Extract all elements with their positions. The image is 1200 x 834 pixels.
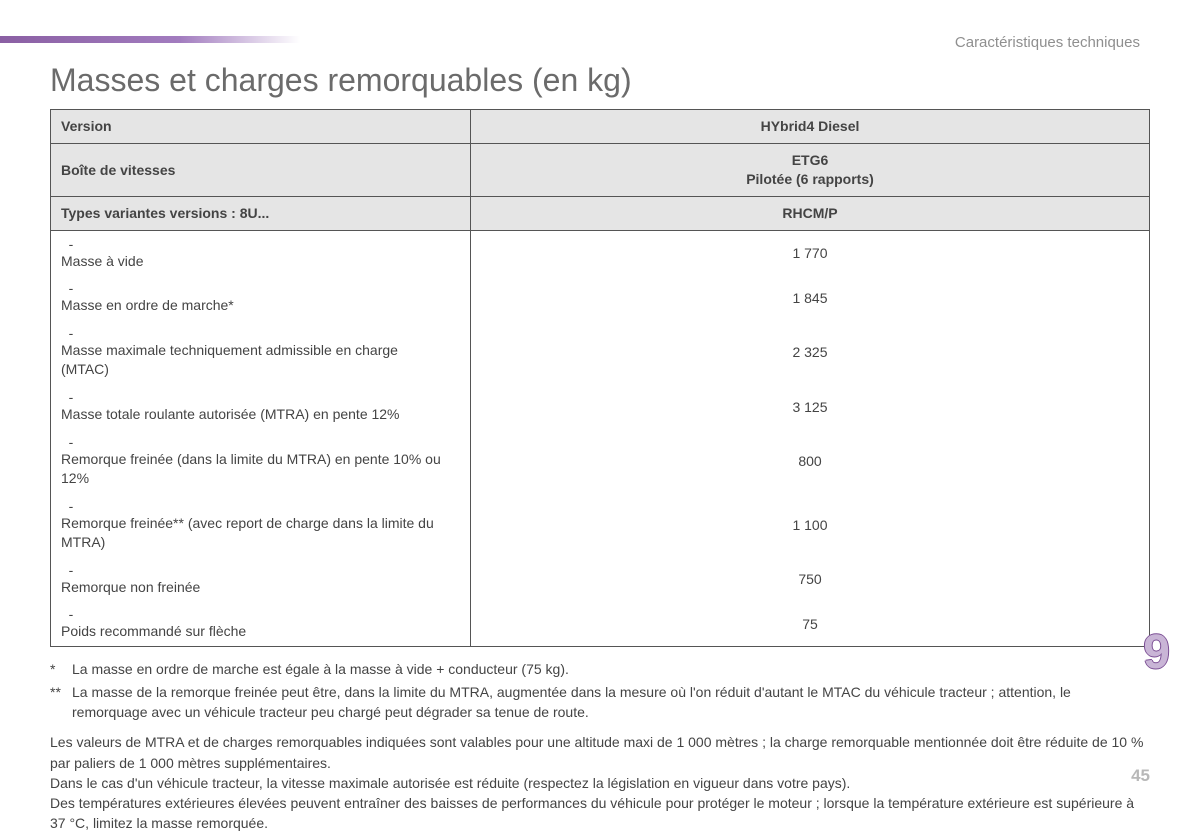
page-number: 45 [1131, 766, 1150, 786]
row-label-cell: -Masse en ordre de marche* [51, 275, 471, 320]
table-header-left: Types variantes versions : 8U... [51, 196, 471, 230]
table-header-row: VersionHYbrid4 Diesel [51, 110, 1150, 144]
row-value: 3 125 [471, 384, 1150, 429]
footnote-1-mark: * [50, 659, 72, 679]
table-header-row: Boîte de vitessesETG6Pilotée (6 rapports… [51, 143, 1150, 196]
table-row: -Remorque freinée** (avec report de char… [51, 493, 1150, 557]
row-label-cell: -Remorque freinée** (avec report de char… [51, 493, 471, 557]
row-value: 2 325 [471, 320, 1150, 384]
row-label-cell: -Poids recommandé sur flèche [51, 601, 471, 646]
dash-icon: - [61, 434, 81, 450]
table-row: -Remorque non freinée750 [51, 557, 1150, 602]
table-header-left: Version [51, 110, 471, 144]
dash-icon: - [61, 562, 81, 578]
table-header-right: HYbrid4 Diesel [471, 110, 1150, 144]
row-label-cell: -Masse totale roulante autorisée (MTRA) … [51, 384, 471, 429]
table-row: -Remorque freinée (dans la limite du MTR… [51, 429, 1150, 493]
table-row: -Masse à vide1 770 [51, 230, 1150, 275]
row-label-cell: -Remorque non freinée [51, 557, 471, 602]
table-header-row: Types variantes versions : 8U...RHCM/P [51, 196, 1150, 230]
table-row: -Masse totale roulante autorisée (MTRA) … [51, 384, 1150, 429]
row-value: 1 845 [471, 275, 1150, 320]
accent-bar [0, 36, 300, 43]
footnote-2-mark: ** [50, 682, 72, 723]
table-row: -Masse en ordre de marche*1 845 [51, 275, 1150, 320]
table-row: -Masse maximale techniquement admissible… [51, 320, 1150, 384]
page-title: Masses et charges remorquables (en kg) [50, 62, 1150, 99]
body-note: Des températures extérieures élevées peu… [50, 793, 1150, 834]
row-label-cell: -Remorque freinée (dans la limite du MTR… [51, 429, 471, 493]
row-label-cell: -Masse maximale techniquement admissible… [51, 320, 471, 384]
body-note: Dans le cas d'un véhicule tracteur, la v… [50, 773, 1150, 793]
body-note: Les valeurs de MTRA et de charges remorq… [50, 732, 1150, 773]
row-label: Masse en ordre de marche* [61, 296, 441, 315]
table-header-right: ETG6Pilotée (6 rapports) [471, 143, 1150, 196]
dash-icon: - [61, 389, 81, 405]
dash-icon: - [61, 236, 81, 252]
row-value: 1 100 [471, 493, 1150, 557]
dash-icon: - [61, 498, 81, 514]
row-value: 75 [471, 601, 1150, 646]
spec-table: VersionHYbrid4 DieselBoîte de vitessesET… [50, 109, 1150, 647]
row-label: Masse à vide [61, 252, 441, 271]
page: Caractéristiques techniques Masses et ch… [0, 0, 1200, 800]
row-value: 1 770 [471, 230, 1150, 275]
row-label: Remorque freinée** (avec report de charg… [61, 514, 441, 552]
dash-icon: - [61, 280, 81, 296]
section-label: Caractéristiques techniques [955, 34, 1140, 51]
row-label: Poids recommandé sur flèche [61, 622, 441, 641]
row-value: 750 [471, 557, 1150, 602]
row-label: Remorque freinée (dans la limite du MTRA… [61, 450, 441, 488]
row-label-cell: -Masse à vide [51, 230, 471, 275]
dash-icon: - [61, 325, 81, 341]
footnote-1-text: La masse en ordre de marche est égale à … [72, 659, 569, 679]
footnotes: * La masse en ordre de marche est égale … [50, 659, 1150, 722]
table-header-right: RHCM/P [471, 196, 1150, 230]
chapter-number: 9 [1143, 625, 1170, 680]
body-notes: Les valeurs de MTRA et de charges remorq… [50, 732, 1150, 833]
row-value: 800 [471, 429, 1150, 493]
row-label: Remorque non freinée [61, 578, 441, 597]
table-row: -Poids recommandé sur flèche75 [51, 601, 1150, 646]
table-header-left: Boîte de vitesses [51, 143, 471, 196]
row-label: Masse maximale techniquement admissible … [61, 341, 441, 379]
dash-icon: - [61, 606, 81, 622]
footnote-2-text: La masse de la remorque freinée peut êtr… [72, 682, 1150, 723]
row-label: Masse totale roulante autorisée (MTRA) e… [61, 405, 441, 424]
